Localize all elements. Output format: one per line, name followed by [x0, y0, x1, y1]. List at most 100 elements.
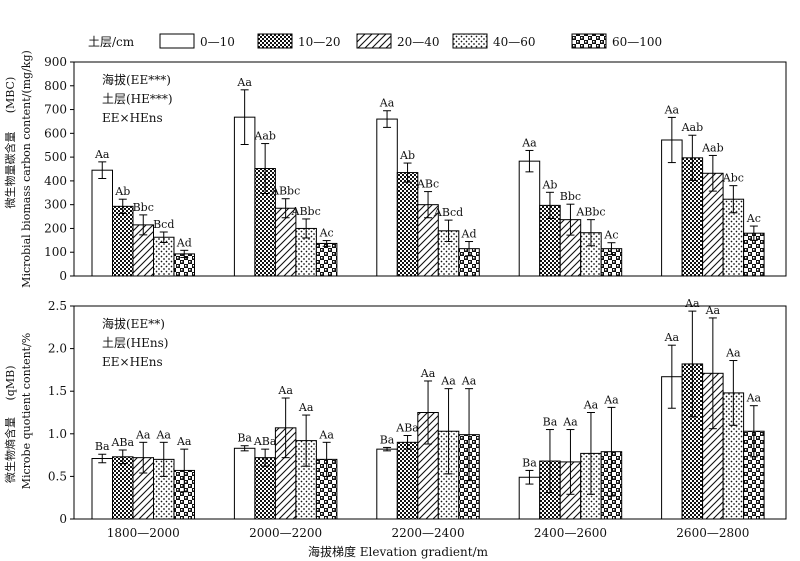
bar-significance-label: Aa [298, 401, 314, 414]
legend-label-5: 60—100 [612, 35, 662, 49]
bar-significance-label: Bbc [560, 190, 581, 203]
y-tick-label: 300 [44, 198, 67, 212]
stat-annotation: 土层(HEns) [102, 336, 168, 350]
bar [274, 207, 297, 277]
bar [315, 242, 338, 277]
bar-significance-label: Ac [603, 229, 618, 242]
bar [153, 236, 175, 277]
qmb-ylabel-cn: 微生物熵含量 [3, 417, 17, 483]
bar [396, 441, 419, 520]
bar-significance-label: Aa [420, 367, 436, 380]
bar-significance-label: Aa [379, 97, 395, 110]
mbc-ylabel-cn: 微生物量碳含量 [3, 132, 17, 209]
bar-significance-label: Bbc [133, 201, 154, 214]
qmb-ylabel-abbr: (qMB) [4, 366, 17, 401]
bar-significance-label: Aa [521, 136, 537, 149]
bar [112, 456, 134, 520]
legend-swatch-5 [571, 33, 607, 49]
y-tick-label: 900 [44, 55, 67, 69]
bar-significance-label: Ac [319, 227, 334, 240]
bar-significance-label: Aa [94, 148, 110, 161]
x-tick-label: 2600—2800 [676, 526, 749, 540]
bar [518, 160, 541, 277]
bar-significance-label: Ab [541, 178, 557, 191]
mbc-panel: AaAbBbcBcdAdAaAabABbcABbcAcAaAbABcABcdAd… [44, 55, 787, 283]
legend-swatch-1 [159, 33, 195, 49]
bar-significance-label: Aa [236, 76, 252, 89]
bar [254, 457, 276, 520]
mbc-ylabel-abbr: (MBC) [4, 77, 17, 114]
y-tick-label: 1.5 [48, 384, 67, 398]
x-tick-label: 2000—2200 [249, 526, 322, 540]
bar-significance-label: Aa [684, 297, 700, 310]
bar-significance-label: Ad [461, 228, 477, 241]
stat-annotation: EE×HEns [102, 355, 163, 369]
bar-significance-label: Aa [155, 428, 171, 441]
bar-significance-label: ABc [416, 178, 439, 191]
bar-significance-label: Ab [114, 185, 130, 198]
bar-significance-label: ABbc [291, 205, 321, 218]
qmb-ylabel-en: Microbe quotient content/% [20, 333, 33, 490]
bar-significance-label: Abc [722, 172, 744, 185]
bar-significance-label: Aab [681, 121, 704, 134]
bar-significance-label: Bcd [153, 218, 174, 231]
bar-significance-label: Aa [461, 375, 477, 388]
legend-swatch-4 [452, 33, 488, 49]
y-tick-label: 100 [44, 245, 67, 259]
bar-significance-label: ABa [395, 422, 419, 435]
stat-annotation: 土层(HE***) [102, 92, 173, 106]
y-tick-label: 200 [44, 221, 67, 235]
bar-significance-label: ABbc [575, 206, 605, 219]
bar-significance-label: Aa [318, 428, 334, 441]
bar-significance-label: ABa [110, 436, 134, 449]
bar-significance-label: Aa [603, 393, 619, 406]
stat-annotation: EE×HEns [102, 111, 163, 125]
bar-significance-label: Aa [277, 384, 293, 397]
bar-significance-label: Aa [705, 304, 721, 317]
bar-significance-label: Aa [725, 347, 741, 360]
bar-significance-label: Aa [440, 375, 456, 388]
bar-significance-label: Ba [543, 416, 558, 429]
x-axis-title: 海拔梯度 Elevation gradient/m [308, 544, 489, 559]
stat-annotation: 海拔(EE**) [102, 316, 165, 331]
bar [376, 448, 398, 520]
legend-swatch-3 [356, 33, 392, 49]
bar-significance-label: Aa [583, 399, 599, 412]
legend: 土层/cm 0—10 10—20 20—40 40—60 60—100 [88, 33, 662, 49]
bar [91, 458, 113, 520]
plot-frame-1 [73, 305, 787, 520]
bar-significance-label: Ad [176, 236, 192, 249]
bar-significance-label: Ab [399, 149, 415, 162]
bar [233, 447, 256, 520]
legend-label-1: 0—10 [200, 35, 235, 49]
bar-significance-label: Ac [746, 212, 761, 225]
bar-significance-label: Aab [253, 130, 276, 143]
y-tick-label: 2.5 [48, 299, 67, 313]
bar-significance-label: Ba [95, 440, 110, 453]
bar-significance-label: Aa [135, 428, 151, 441]
y-tick-label: 0 [59, 512, 67, 526]
y-tick-label: 700 [44, 103, 67, 117]
y-tick-label: 0 [59, 269, 67, 283]
bar-significance-label: Ba [237, 432, 252, 445]
y-tick-label: 500 [44, 150, 67, 164]
bar-significance-label: Ba [522, 456, 537, 469]
bar [396, 172, 419, 277]
bar [376, 118, 398, 277]
legend-label-2: 10—20 [298, 35, 341, 49]
bar-significance-label: Aa [746, 392, 762, 405]
plot-frame-0 [73, 61, 787, 277]
y-tick-label: 800 [44, 79, 67, 93]
legend-title: 土层/cm [88, 35, 135, 49]
legend-swatch-2 [257, 33, 293, 49]
bar [112, 205, 134, 277]
x-tick-label: 1800—2000 [107, 526, 180, 540]
stat-annotation: 海拔(EE***) [102, 72, 171, 87]
bar-significance-label: ABbc [270, 185, 300, 198]
bar-significance-label: Aa [176, 435, 192, 448]
y-tick-label: 400 [44, 174, 67, 188]
bar-significance-label: Ba [380, 433, 395, 446]
y-tick-label: 0.5 [48, 469, 67, 483]
